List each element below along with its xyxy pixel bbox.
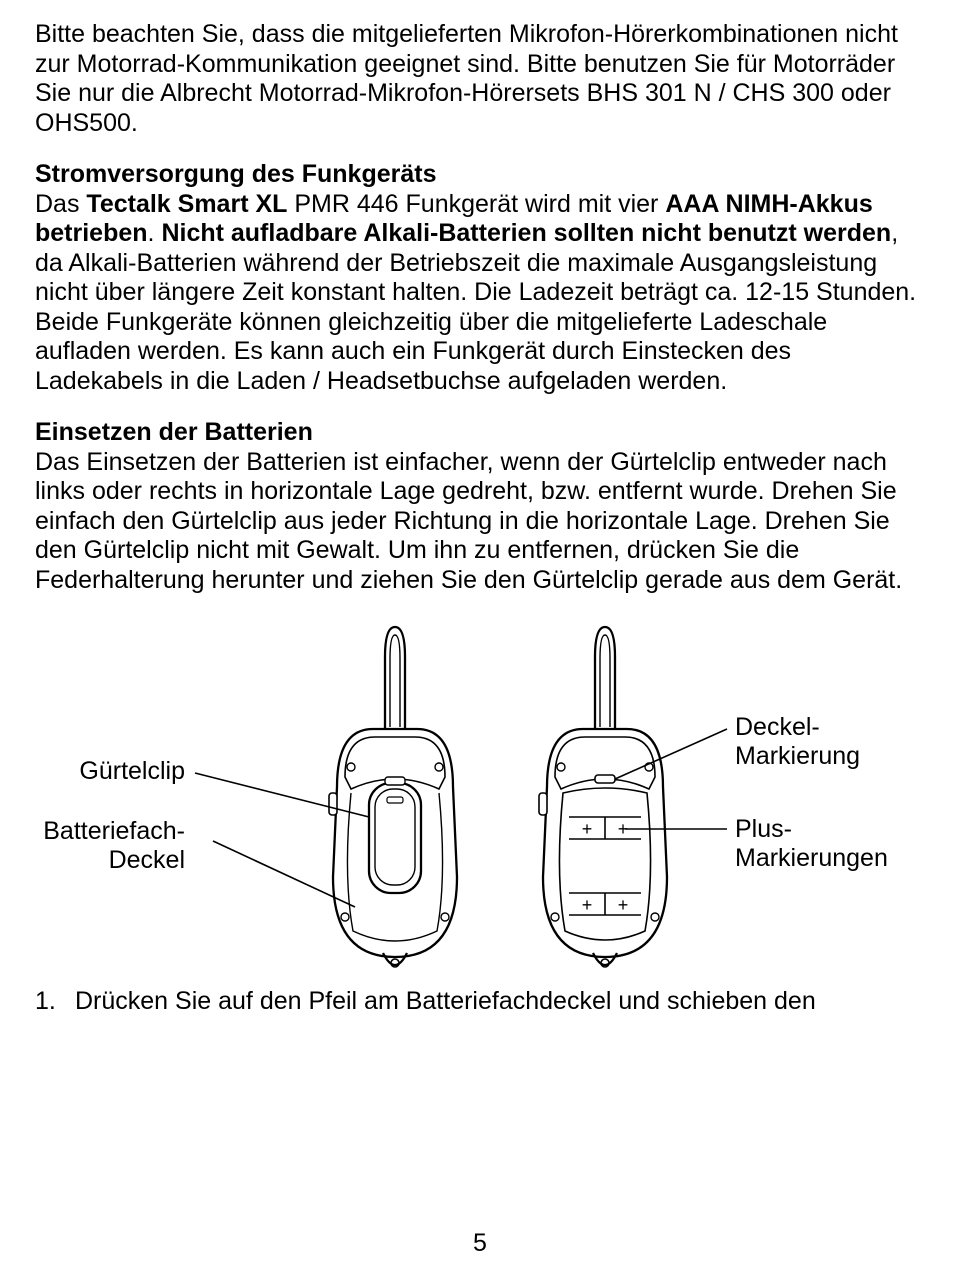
section-power: Stromversorgung des Funkgeräts Das Tecta… [35, 160, 925, 396]
diagram-svg: ++++ [35, 617, 925, 987]
page-number: 5 [0, 1229, 960, 1258]
run: PMR 446 Funkgerät wird mit vier [287, 190, 665, 218]
label-cover-mark: Deckel-Markierung [735, 713, 925, 771]
run: Das [35, 190, 86, 218]
battery-body: Das Einsetzen der Batterien ist einfache… [35, 448, 902, 594]
diagram-belt-clip: Gürtelclip Batteriefach- Deckel Deckel-M… [35, 617, 925, 987]
paragraph-intro: Bitte beachten Sie, dass die mitgeliefer… [35, 20, 925, 138]
heading-power: Stromversorgung des Funkgeräts [35, 160, 436, 188]
svg-text:+: + [618, 895, 629, 915]
step-1-num: 1. [35, 987, 61, 1017]
label-battery-cover: Batteriefach- Deckel [43, 817, 185, 875]
run-bold: Tectalk Smart XL [86, 190, 287, 218]
run: . [148, 219, 162, 247]
run-bold: Nicht aufladbare Alkali-Batterien sollte… [161, 219, 891, 247]
svg-text:+: + [582, 895, 593, 915]
step-1: 1. Drücken Sie auf den Pfeil am Batterie… [35, 987, 925, 1017]
heading-battery: Einsetzen der Batterien [35, 418, 313, 446]
svg-text:+: + [582, 819, 593, 839]
step-1-text: Drücken Sie auf den Pfeil am Batteriefac… [75, 987, 816, 1017]
label-plus-marks: Plus-Markierungen [735, 815, 925, 873]
label-belt-clip: Gürtelclip [79, 757, 185, 786]
document-page: Bitte beachten Sie, dass die mitgeliefer… [0, 0, 960, 1280]
section-battery: Einsetzen der Batterien Das Einsetzen de… [35, 418, 925, 595]
